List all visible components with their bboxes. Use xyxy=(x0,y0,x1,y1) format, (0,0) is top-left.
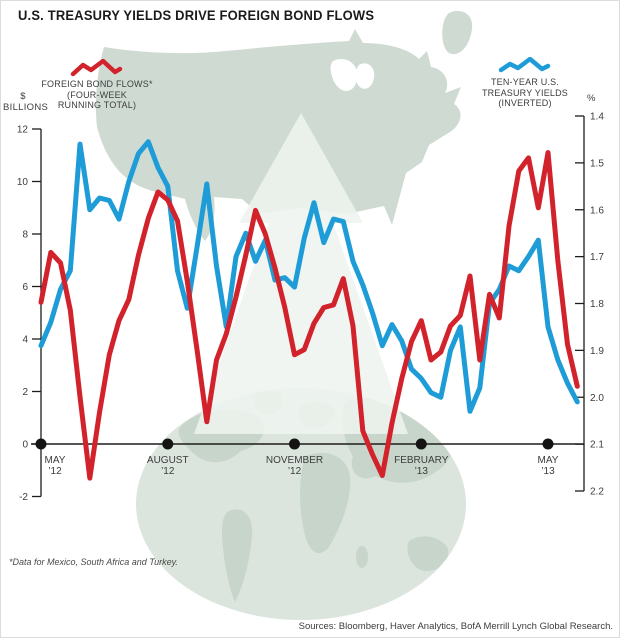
x-axis-dot xyxy=(289,438,300,450)
left-axis-symbol: $ xyxy=(20,91,26,102)
globe-madagascar xyxy=(356,546,368,568)
x-axis-label-month: NOVEMBER xyxy=(266,455,323,466)
footnote: *Data for Mexico, South Africa and Turke… xyxy=(9,557,178,567)
left-axis-tick-label: 10 xyxy=(17,177,29,188)
right-axis-tick-label: 1.7 xyxy=(590,252,604,263)
right-axis-tick-label: 1.5 xyxy=(590,158,604,169)
x-axis-dot xyxy=(542,438,554,450)
right-axis-title: % xyxy=(587,93,611,104)
right-axis-tick-label: 2.2 xyxy=(590,487,604,498)
left-axis-tick-label: 0 xyxy=(22,440,28,451)
x-axis-dot xyxy=(415,438,427,450)
axes-layer: 12 10 8 6 4 2 0 -2 1.4 1.5 1.6 1.7 1.8 1.9 2.0 2.1 2.2 xyxy=(17,112,604,504)
left-axis-title: $ BILLIONS xyxy=(3,91,49,113)
left-axis-tick-label: -2 xyxy=(19,492,28,503)
legend-left-line1: FOREIGN BOND FLOWS* xyxy=(41,79,153,89)
great-lakes xyxy=(330,59,375,91)
left-axis-tick-label: 8 xyxy=(22,230,28,241)
globe-australia xyxy=(407,536,449,572)
left-axis-tick-label: 6 xyxy=(22,282,28,293)
x-axis-label-year: ’12 xyxy=(48,466,62,477)
series-layer xyxy=(38,139,580,481)
right-axis-tick-label: 2.0 xyxy=(590,393,604,404)
chart-title: U.S. TREASURY YIELDS DRIVE FOREIGN BOND … xyxy=(18,8,375,23)
x-axis-dot xyxy=(35,438,47,450)
map-northeast-blob xyxy=(442,10,473,55)
bond-flows-line xyxy=(38,150,580,481)
x-axis-label-month: AUGUST xyxy=(147,455,189,466)
right-axis-tick-label: 1.8 xyxy=(590,299,604,310)
x-axis-layer: MAY’12AUGUST’12NOVEMBER’12FEBRUARY’13MAY… xyxy=(35,438,559,477)
left-axis-tick-label: 4 xyxy=(22,335,28,346)
x-axis-label-year: ’12 xyxy=(161,466,175,477)
left-axis-tick-label: 12 xyxy=(17,125,29,136)
legend-left-line3: RUNNING TOTAL) xyxy=(57,100,137,110)
right-axis-tick-label: 1.4 xyxy=(590,112,604,123)
blue-line-sample-icon xyxy=(498,57,551,73)
legend-right-line3: (INVERTED) xyxy=(498,98,552,108)
right-axis-tick-label: 1.6 xyxy=(590,205,604,216)
legend-treasury-yields: TEN-YEAR U.S. TREASURY YIELDS (INVERTED) xyxy=(469,57,581,109)
globe-africa xyxy=(300,452,351,554)
left-axis-tick-label: 2 xyxy=(22,387,28,398)
x-axis-dot xyxy=(162,438,174,450)
left-axis-unit: BILLIONS xyxy=(3,102,49,113)
legend-right-line1: TEN-YEAR U.S. xyxy=(490,77,560,87)
sources-credit: Sources: Bloomberg, Haver Analytics, Bof… xyxy=(298,621,613,632)
x-axis-label-month: FEBRUARY xyxy=(394,455,449,466)
x-axis-label-year: ’12 xyxy=(288,466,302,477)
x-axis-label-year: ’13 xyxy=(415,466,429,477)
legend-foreign-bond-flows: FOREIGN BOND FLOWS* (FOUR-WEEK RUNNING T… xyxy=(41,59,153,111)
right-axis-tick-label: 2.1 xyxy=(590,440,604,451)
red-line-sample-icon xyxy=(70,59,123,77)
us-map-silhouette xyxy=(95,10,473,241)
legend-left-line2: (FOUR-WEEK xyxy=(67,89,127,100)
right-axis-tick-label: 1.9 xyxy=(590,346,604,357)
right-axis-symbol: % xyxy=(587,93,596,104)
x-axis-label-month: MAY xyxy=(538,455,559,466)
x-axis-label-year: ’13 xyxy=(541,466,555,477)
legend-right-line2: TREASURY YIELDS xyxy=(481,87,569,98)
x-axis-label-month: MAY xyxy=(45,455,66,466)
globe-south-america xyxy=(222,509,253,602)
